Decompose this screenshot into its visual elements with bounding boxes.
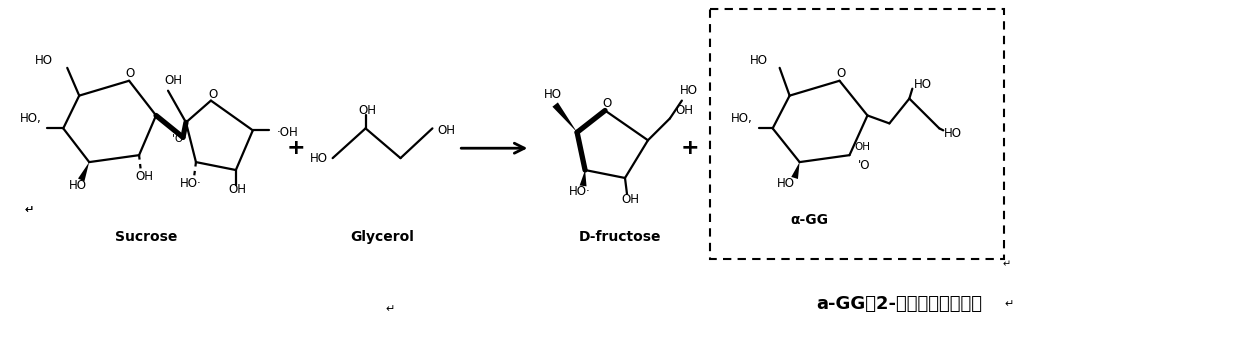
Polygon shape — [78, 162, 89, 181]
Text: O: O — [603, 97, 611, 110]
Text: HO: HO — [750, 54, 768, 68]
Text: +: + — [681, 138, 699, 158]
Text: OH: OH — [854, 142, 870, 152]
Text: Glycerol: Glycerol — [351, 230, 414, 245]
Text: α-GG: α-GG — [791, 213, 828, 227]
Polygon shape — [552, 102, 577, 132]
Text: HO: HO — [945, 127, 962, 140]
Text: HO·: HO· — [180, 177, 202, 190]
Text: +: + — [286, 138, 305, 158]
Text: HO: HO — [776, 177, 795, 190]
Text: HO: HO — [544, 88, 562, 101]
Text: HO: HO — [310, 152, 327, 165]
Polygon shape — [579, 170, 587, 186]
Text: ↵: ↵ — [1002, 259, 1011, 269]
Text: 'O': 'O' — [172, 134, 186, 144]
Text: ↵: ↵ — [25, 205, 33, 215]
Text: O: O — [208, 88, 217, 101]
Text: 'O: 'O — [858, 159, 870, 172]
Text: OH: OH — [229, 183, 247, 196]
Text: HO: HO — [35, 54, 53, 68]
Text: OH: OH — [675, 104, 693, 117]
Polygon shape — [791, 162, 800, 179]
Text: OH: OH — [621, 193, 639, 206]
Text: a-GG（2-位甘油葡萄糖苷）: a-GG（2-位甘油葡萄糖苷） — [816, 295, 982, 313]
Text: HO: HO — [69, 180, 87, 192]
Text: OH: OH — [164, 74, 182, 87]
Text: HO,: HO, — [730, 112, 753, 125]
Text: OH: OH — [438, 124, 455, 137]
Text: ↵: ↵ — [25, 205, 33, 215]
Text: HO,: HO, — [20, 112, 41, 125]
Text: ↵: ↵ — [386, 304, 396, 314]
Text: HO: HO — [914, 78, 932, 91]
Text: HO: HO — [680, 84, 698, 97]
Text: OH: OH — [358, 104, 377, 117]
Text: O: O — [836, 67, 846, 80]
Text: D-fructose: D-fructose — [579, 230, 661, 245]
Text: ·OH: ·OH — [277, 126, 299, 139]
Text: O: O — [125, 67, 135, 80]
Text: ↵: ↵ — [1004, 299, 1014, 309]
Text: HO·: HO· — [569, 185, 591, 198]
Text: Sucrose: Sucrose — [115, 230, 177, 245]
Text: OH: OH — [135, 171, 153, 183]
